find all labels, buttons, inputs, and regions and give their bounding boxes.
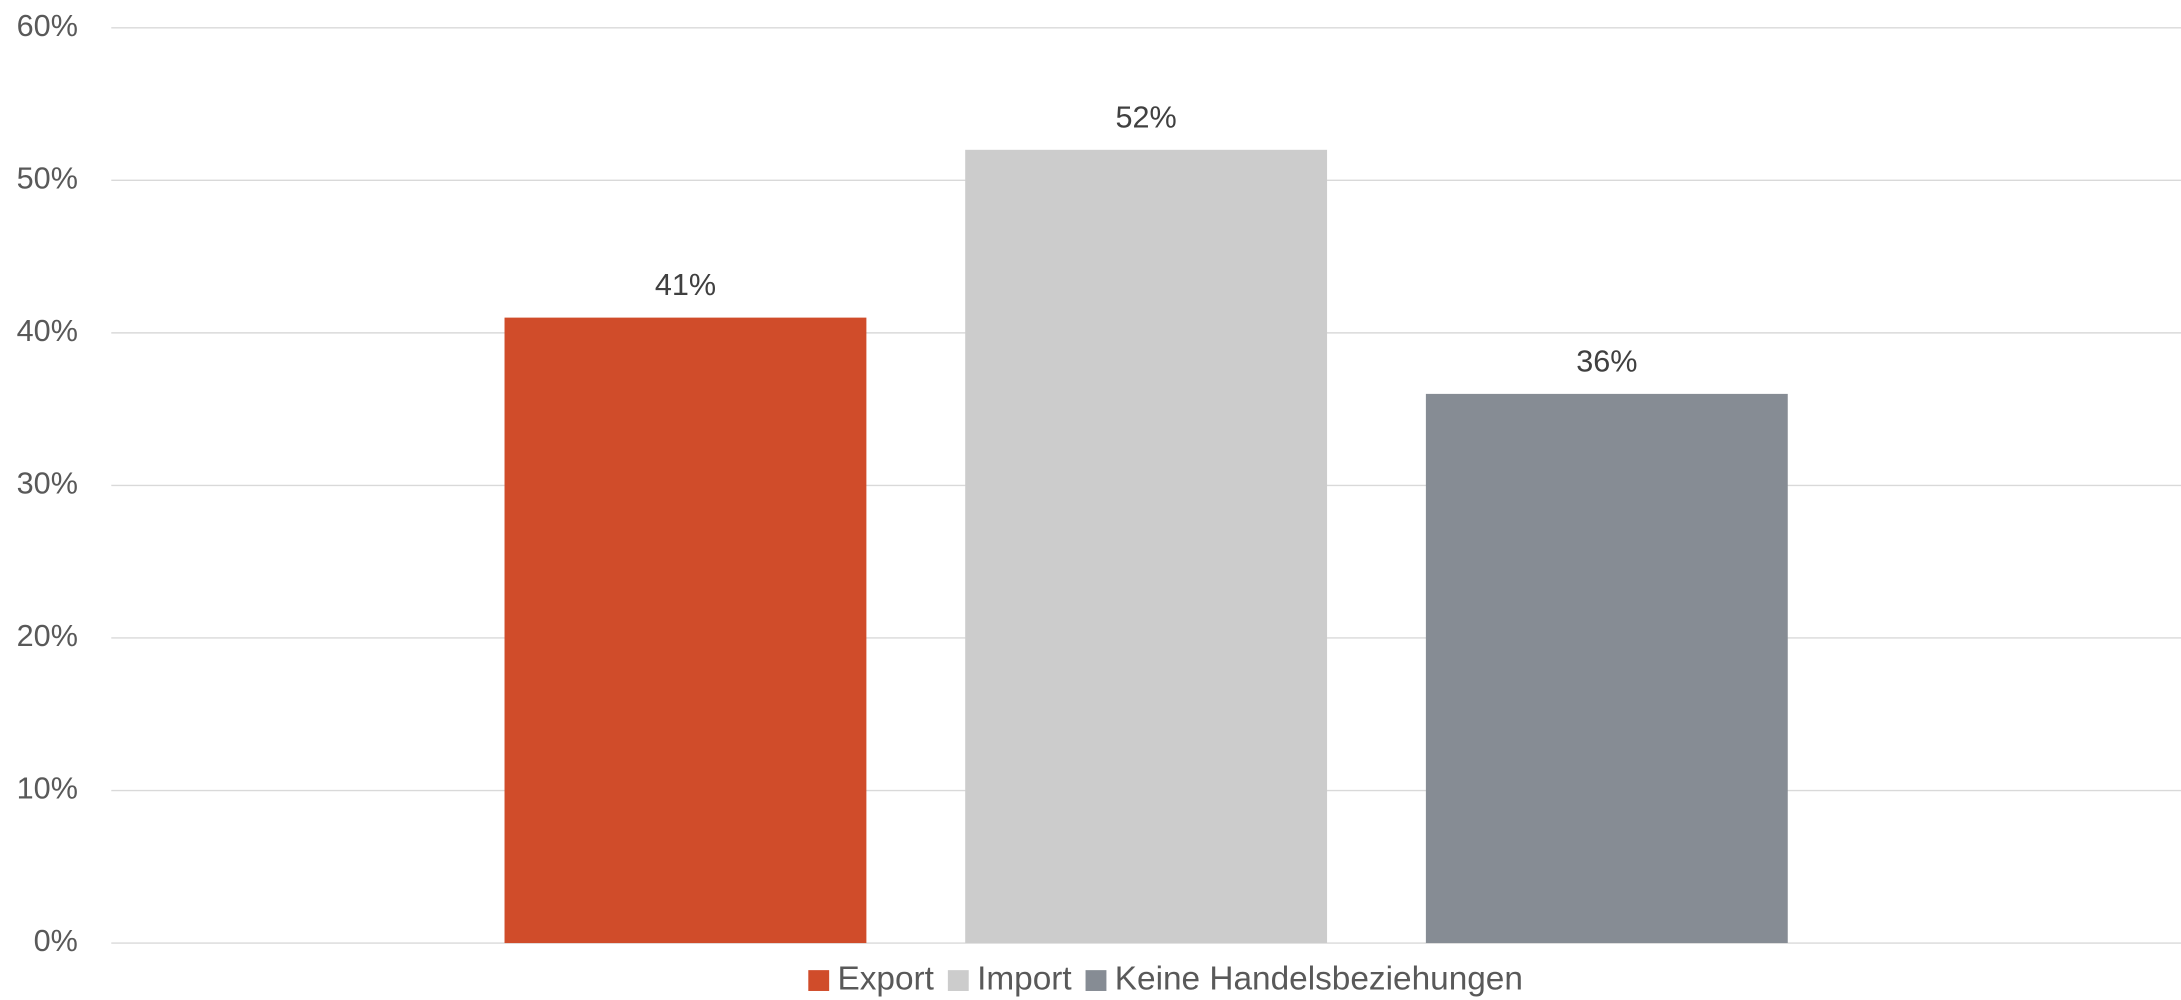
bar bbox=[504, 317, 867, 944]
data-label: 41% bbox=[655, 268, 716, 302]
legend-swatch bbox=[947, 970, 969, 991]
y-tick-label: 20% bbox=[17, 619, 78, 653]
legend-label: Keine Handelsbeziehungen bbox=[1115, 960, 1523, 997]
y-tick-label: 40% bbox=[17, 314, 78, 348]
bar bbox=[965, 149, 1328, 944]
y-tick-label: 30% bbox=[17, 467, 78, 501]
legend-swatch bbox=[808, 970, 830, 991]
legend-label: Import bbox=[977, 960, 1072, 997]
legend-swatch bbox=[1085, 970, 1107, 991]
y-tick-label: 50% bbox=[17, 161, 78, 195]
data-label: 36% bbox=[1576, 344, 1637, 378]
y-tick-label: 60% bbox=[17, 9, 78, 43]
bar bbox=[1425, 393, 1788, 944]
data-label: 52% bbox=[1116, 100, 1177, 134]
y-tick-label: 10% bbox=[17, 772, 78, 806]
legend-label: Export bbox=[838, 960, 935, 997]
y-tick-label: 0% bbox=[34, 924, 78, 958]
